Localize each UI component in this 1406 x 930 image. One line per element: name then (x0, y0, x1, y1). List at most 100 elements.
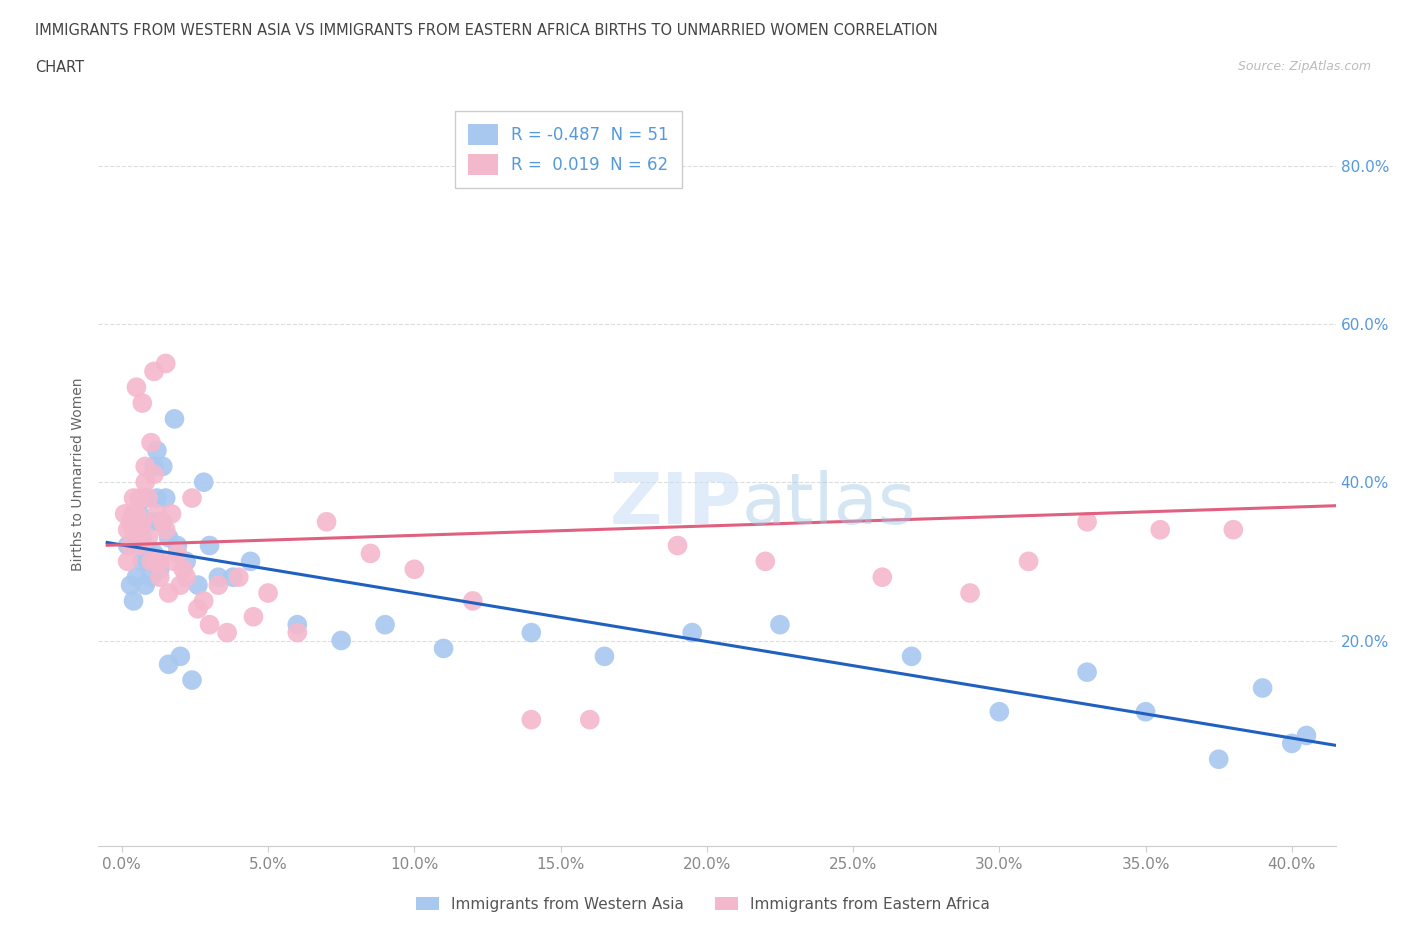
Point (120, 514, 142, 529)
Point (988, 704, 1011, 719)
Point (169, 649, 191, 664)
Point (1135, 704, 1157, 719)
Point (160, 507, 183, 522)
Point (125, 570, 148, 585)
Point (239, 554, 262, 569)
Point (136, 554, 159, 569)
Point (131, 530, 153, 545)
Point (125, 514, 148, 529)
Point (125, 507, 148, 522)
Point (128, 538, 150, 553)
Point (166, 546, 188, 561)
Point (114, 507, 136, 522)
Text: atlas: atlas (742, 470, 917, 538)
Point (1295, 728, 1317, 743)
Point (163, 554, 186, 569)
Point (1076, 665, 1098, 680)
Point (1076, 514, 1098, 529)
Point (198, 618, 221, 632)
Text: ZIP: ZIP (610, 470, 742, 538)
Point (187, 578, 209, 592)
Point (1018, 554, 1040, 569)
Point (872, 570, 894, 585)
Point (959, 586, 981, 601)
Point (157, 530, 180, 545)
Point (117, 538, 139, 553)
Point (134, 475, 156, 490)
Point (187, 602, 209, 617)
Y-axis label: Births to Unmarried Women: Births to Unmarried Women (70, 378, 84, 571)
Point (155, 356, 177, 371)
Point (134, 491, 156, 506)
Text: Source: ZipAtlas.com: Source: ZipAtlas.com (1237, 60, 1371, 73)
Point (117, 523, 139, 538)
Point (131, 554, 153, 569)
Point (404, 562, 426, 577)
Point (166, 538, 188, 553)
Point (139, 514, 162, 529)
Point (128, 491, 150, 506)
Point (131, 395, 153, 410)
Point (157, 657, 180, 671)
Point (1149, 523, 1171, 538)
Point (520, 712, 543, 727)
Point (149, 570, 172, 585)
Point (122, 593, 145, 608)
Point (1281, 736, 1303, 751)
Point (125, 379, 148, 394)
Point (461, 593, 484, 608)
Point (149, 562, 172, 577)
Point (681, 625, 703, 640)
Point (128, 523, 150, 538)
Point (769, 618, 792, 632)
Point (666, 538, 689, 553)
Point (1208, 751, 1230, 766)
Point (217, 625, 239, 640)
Point (143, 364, 166, 379)
Point (1222, 523, 1244, 538)
Point (139, 570, 162, 585)
Point (285, 625, 308, 640)
Point (131, 514, 153, 529)
Point (155, 491, 177, 506)
Point (169, 578, 191, 592)
Point (315, 514, 337, 529)
Point (163, 411, 186, 426)
Point (900, 649, 922, 664)
Point (146, 554, 169, 569)
Point (285, 618, 308, 632)
Point (579, 712, 602, 727)
Point (359, 546, 381, 561)
Point (228, 570, 250, 585)
Point (222, 570, 245, 585)
Point (152, 458, 174, 473)
Point (257, 586, 280, 601)
Point (593, 649, 616, 664)
Point (330, 633, 353, 648)
Point (432, 641, 454, 656)
Point (520, 625, 543, 640)
Point (155, 523, 177, 538)
Point (181, 491, 204, 506)
Point (134, 458, 156, 473)
Point (146, 507, 169, 522)
Text: IMMIGRANTS FROM WESTERN ASIA VS IMMIGRANTS FROM EASTERN AFRICA BIRTHS TO UNMARRI: IMMIGRANTS FROM WESTERN ASIA VS IMMIGRAN… (35, 23, 938, 38)
Point (207, 570, 229, 585)
Point (157, 586, 180, 601)
Point (143, 546, 166, 561)
Point (193, 475, 215, 490)
Point (374, 618, 396, 632)
Point (149, 554, 172, 569)
Point (193, 593, 215, 608)
Point (1251, 681, 1274, 696)
Point (143, 458, 166, 473)
Point (198, 538, 221, 553)
Point (120, 538, 142, 553)
Point (242, 609, 264, 624)
Point (146, 443, 169, 458)
Point (134, 578, 156, 592)
Point (149, 514, 172, 529)
Point (122, 507, 145, 522)
Point (136, 530, 159, 545)
Point (143, 467, 166, 482)
